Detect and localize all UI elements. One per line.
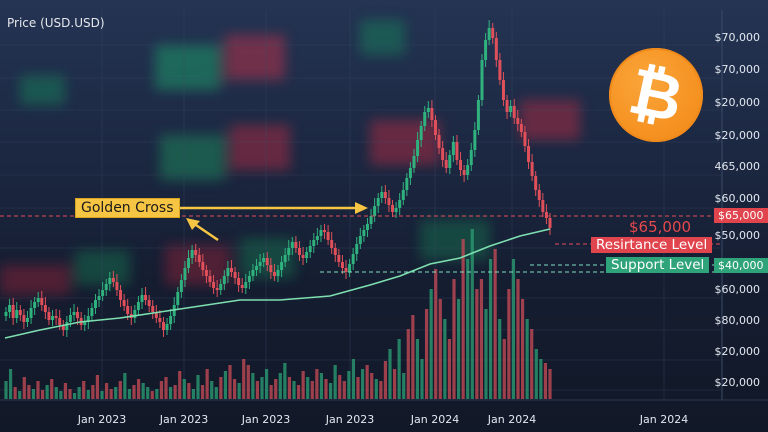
current-price-label: $65,000: [629, 218, 692, 236]
x-tick-label: Jan 2023: [77, 413, 127, 426]
x-tick-label: Jan 2023: [241, 413, 291, 426]
y-tick-label: $60,000: [714, 283, 761, 296]
y-tick-label: $20,000: [714, 376, 761, 389]
y-tick-label: $20,000: [714, 96, 761, 109]
x-tick-label: Jan 2024: [487, 413, 537, 426]
y-tick-label: $50,000: [714, 229, 761, 242]
resistance-level-label: Resirtance Level: [591, 237, 713, 253]
x-tick-label: Jan 2023: [325, 413, 375, 426]
x-tick-label: Jan 2024: [410, 413, 460, 426]
y-tick-label: $60,000: [714, 192, 761, 205]
y-tick-label: $80,000: [714, 314, 761, 327]
y-tick-label: $20,000: [714, 129, 761, 142]
x-tick-label: Jan 2024: [639, 413, 689, 426]
price-tag: $40,000: [714, 258, 768, 273]
price-tag: $65,000: [714, 208, 768, 223]
chart-title: Price (USD.USD): [7, 16, 105, 30]
y-tick-label: 465,000: [714, 160, 761, 173]
bitcoin-icon: ₿: [609, 48, 703, 142]
y-tick-label: $70,000: [714, 63, 761, 76]
y-tick-label: $20,000: [714, 345, 761, 358]
x-tick-label: Jan 2023: [159, 413, 209, 426]
y-tick-label: $70,000: [714, 31, 761, 44]
golden-cross-label: Golden Cross: [75, 198, 180, 218]
support-level-label: Support Level: [606, 257, 710, 273]
